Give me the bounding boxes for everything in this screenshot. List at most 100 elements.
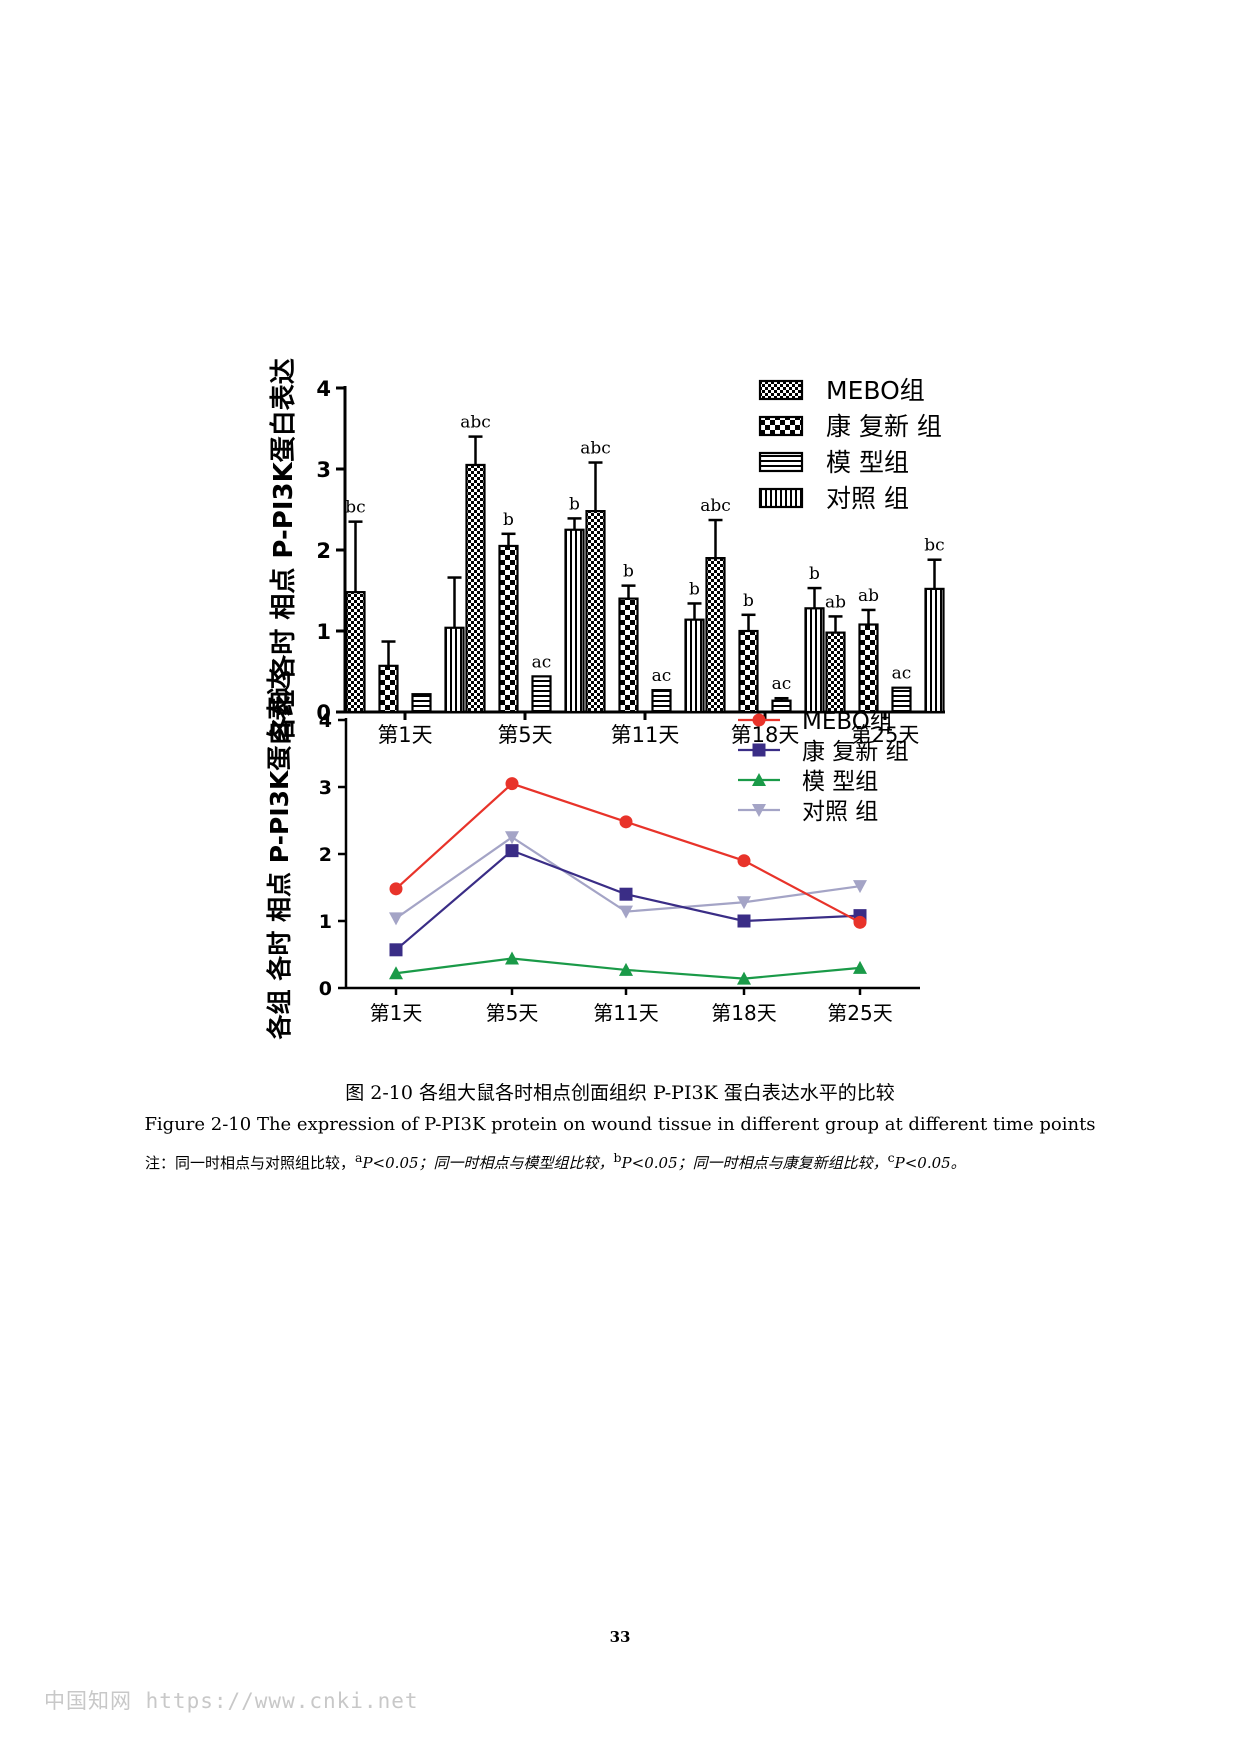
bar-y-tick-label: 2 bbox=[316, 539, 331, 563]
bar bbox=[858, 623, 879, 714]
bar-significance-label: abc bbox=[700, 496, 731, 516]
line-point bbox=[619, 905, 633, 919]
bar-legend-label: MEBO组 bbox=[826, 376, 925, 405]
note-prefix: 注：同一时相点与对照组比较， bbox=[145, 1154, 356, 1172]
bar-significance-label: abc bbox=[580, 439, 611, 459]
line-x-tick-label: 第25天 bbox=[827, 1001, 892, 1025]
bar-significance-label: b bbox=[503, 510, 514, 530]
line-point bbox=[737, 914, 751, 928]
bar-x-tick-label: 第11天 bbox=[611, 723, 680, 747]
note-p-a: P<0.05；同一时相点与模型组比较， bbox=[362, 1154, 614, 1172]
bar-significance-label: b bbox=[689, 579, 700, 599]
bar-axes: 0 1 2 3 4 第1天 第5天 第11天 第18天 第25天 bbox=[316, 377, 945, 747]
bar-legend-swatch bbox=[758, 487, 804, 509]
line-point bbox=[505, 777, 519, 791]
line-point bbox=[853, 880, 867, 894]
bar-x-tick-label: 第5天 bbox=[497, 723, 552, 747]
line-point bbox=[853, 960, 867, 974]
line-point bbox=[853, 915, 867, 929]
bar-significance-label: ab bbox=[825, 592, 846, 612]
line-x-tick-label: 第11天 bbox=[593, 1001, 658, 1025]
line-point bbox=[752, 743, 766, 757]
line-y-tick-label: 1 bbox=[319, 911, 332, 933]
page-number: 33 bbox=[609, 1628, 631, 1646]
line-legend-label: MEBO组 bbox=[802, 709, 893, 735]
line-point bbox=[752, 773, 766, 786]
note-sup-c: c bbox=[887, 1150, 895, 1165]
figure-caption-chinese: 图 2-10 各组大鼠各时相点创面组织 P-PI3K 蛋白表达水平的比较 bbox=[345, 1082, 895, 1104]
line-point bbox=[752, 804, 766, 817]
bar-x-tick-label: 第18天 bbox=[731, 723, 800, 747]
bar bbox=[891, 686, 912, 714]
figure-caption-english: Figure 2-10 The expression of P-PI3K pro… bbox=[144, 1114, 1096, 1135]
bar-significance-label: bc bbox=[345, 498, 365, 518]
line-marks bbox=[389, 777, 867, 985]
line-legend-label: 对照 组 bbox=[802, 799, 878, 825]
line-y-tick-label: 2 bbox=[319, 844, 332, 866]
bar-ylabel-text: 各组 各时 相点 P-PI3K蛋白表达 bbox=[268, 358, 299, 743]
bar-significance-label: b bbox=[569, 494, 580, 514]
bar-legend-label: 对照 组 bbox=[826, 484, 909, 513]
note-sup-a: a bbox=[355, 1150, 363, 1165]
line-chart: 各组 各时 相点 P-PI3K蛋白表达 01234第1天 第5天 第11天 第18天第… bbox=[265, 671, 920, 1041]
line-point bbox=[389, 882, 403, 896]
line-y-tick-label: 3 bbox=[319, 777, 332, 799]
line-y-tick-label: 4 bbox=[319, 710, 332, 732]
line-point bbox=[389, 912, 403, 926]
bar-y-tick-label: 0 bbox=[316, 701, 331, 725]
line-y-axis-label: 各组 各时 相点 P-PI3K蛋白表达 bbox=[265, 671, 294, 1041]
bar-significance-label: ac bbox=[532, 652, 552, 672]
bar-significance-label: ac bbox=[652, 666, 672, 686]
line-point bbox=[737, 854, 751, 868]
bar-legend-swatch bbox=[758, 415, 804, 437]
bar-legend-swatch bbox=[758, 451, 804, 473]
line-point bbox=[505, 831, 519, 845]
line-point bbox=[737, 971, 751, 985]
note-p-b: P<0.05；同一时相点与康复新组比较， bbox=[621, 1154, 888, 1172]
bar bbox=[411, 693, 432, 714]
line-point bbox=[389, 966, 403, 980]
bar-significance-label: abc bbox=[460, 413, 491, 433]
line-x-tick-label: 第18天 bbox=[711, 1001, 776, 1025]
line-x-tick-label: 第1天 bbox=[370, 1001, 423, 1025]
bar-y-tick-label: 3 bbox=[316, 458, 331, 482]
bar-chart: 各组 各时 相点 P-PI3K蛋白表达 0 1 2 3 4 第1天 第5天 第11天 第18天 第… bbox=[268, 358, 945, 747]
bar-significance-label: bc bbox=[924, 536, 944, 556]
bar-y-tick-label: 4 bbox=[316, 377, 331, 401]
bar-significance-label: b bbox=[743, 591, 754, 611]
line-point bbox=[619, 887, 633, 901]
bar-x-tick-label: 第1天 bbox=[377, 723, 432, 747]
line-point bbox=[505, 844, 519, 858]
line-y-tick-label: 0 bbox=[319, 978, 332, 1000]
bar-legend-label: 模 型组 bbox=[826, 448, 909, 477]
bar bbox=[531, 675, 552, 714]
watermark: 中国知网 https://www.cnki.net bbox=[44, 1689, 419, 1713]
note-p-c: P<0.05。 bbox=[894, 1154, 966, 1172]
line-point bbox=[752, 713, 766, 727]
bar-legend-label: 康 复新 组 bbox=[826, 412, 942, 441]
figure-note: 注：同一时相点与对照组比较，aP<0.05；同一时相点与模型组比较，bP<0.0… bbox=[145, 1150, 1145, 1173]
line-point bbox=[505, 951, 519, 965]
line-point bbox=[619, 815, 633, 829]
bar-x-tick-label: 第25天 bbox=[851, 723, 920, 747]
bar-significance-label: b bbox=[809, 564, 820, 584]
line-legend-label: 模 型组 bbox=[802, 769, 878, 795]
bar-y-tick-label: 1 bbox=[316, 620, 331, 644]
bar-y-axis-label: 各组 各时 相点 P-PI3K蛋白表达 bbox=[268, 358, 299, 743]
line-point bbox=[389, 943, 403, 957]
line-x-tick-label: 第5天 bbox=[486, 1001, 539, 1025]
bar-legend-swatch bbox=[758, 379, 804, 401]
note-sup-b: b bbox=[613, 1150, 622, 1165]
bar-significance-label: b bbox=[623, 562, 634, 582]
line-legend-label: 康 复新 组 bbox=[802, 739, 909, 765]
bar-significance-label: ac bbox=[892, 664, 912, 684]
bar-significance-label: ac bbox=[772, 674, 792, 694]
line-point bbox=[737, 896, 751, 910]
bar-significance-label: ab bbox=[858, 586, 879, 606]
bar bbox=[651, 689, 672, 714]
line-ylabel-text: 各组 各时 相点 P-PI3K蛋白表达 bbox=[265, 671, 294, 1041]
